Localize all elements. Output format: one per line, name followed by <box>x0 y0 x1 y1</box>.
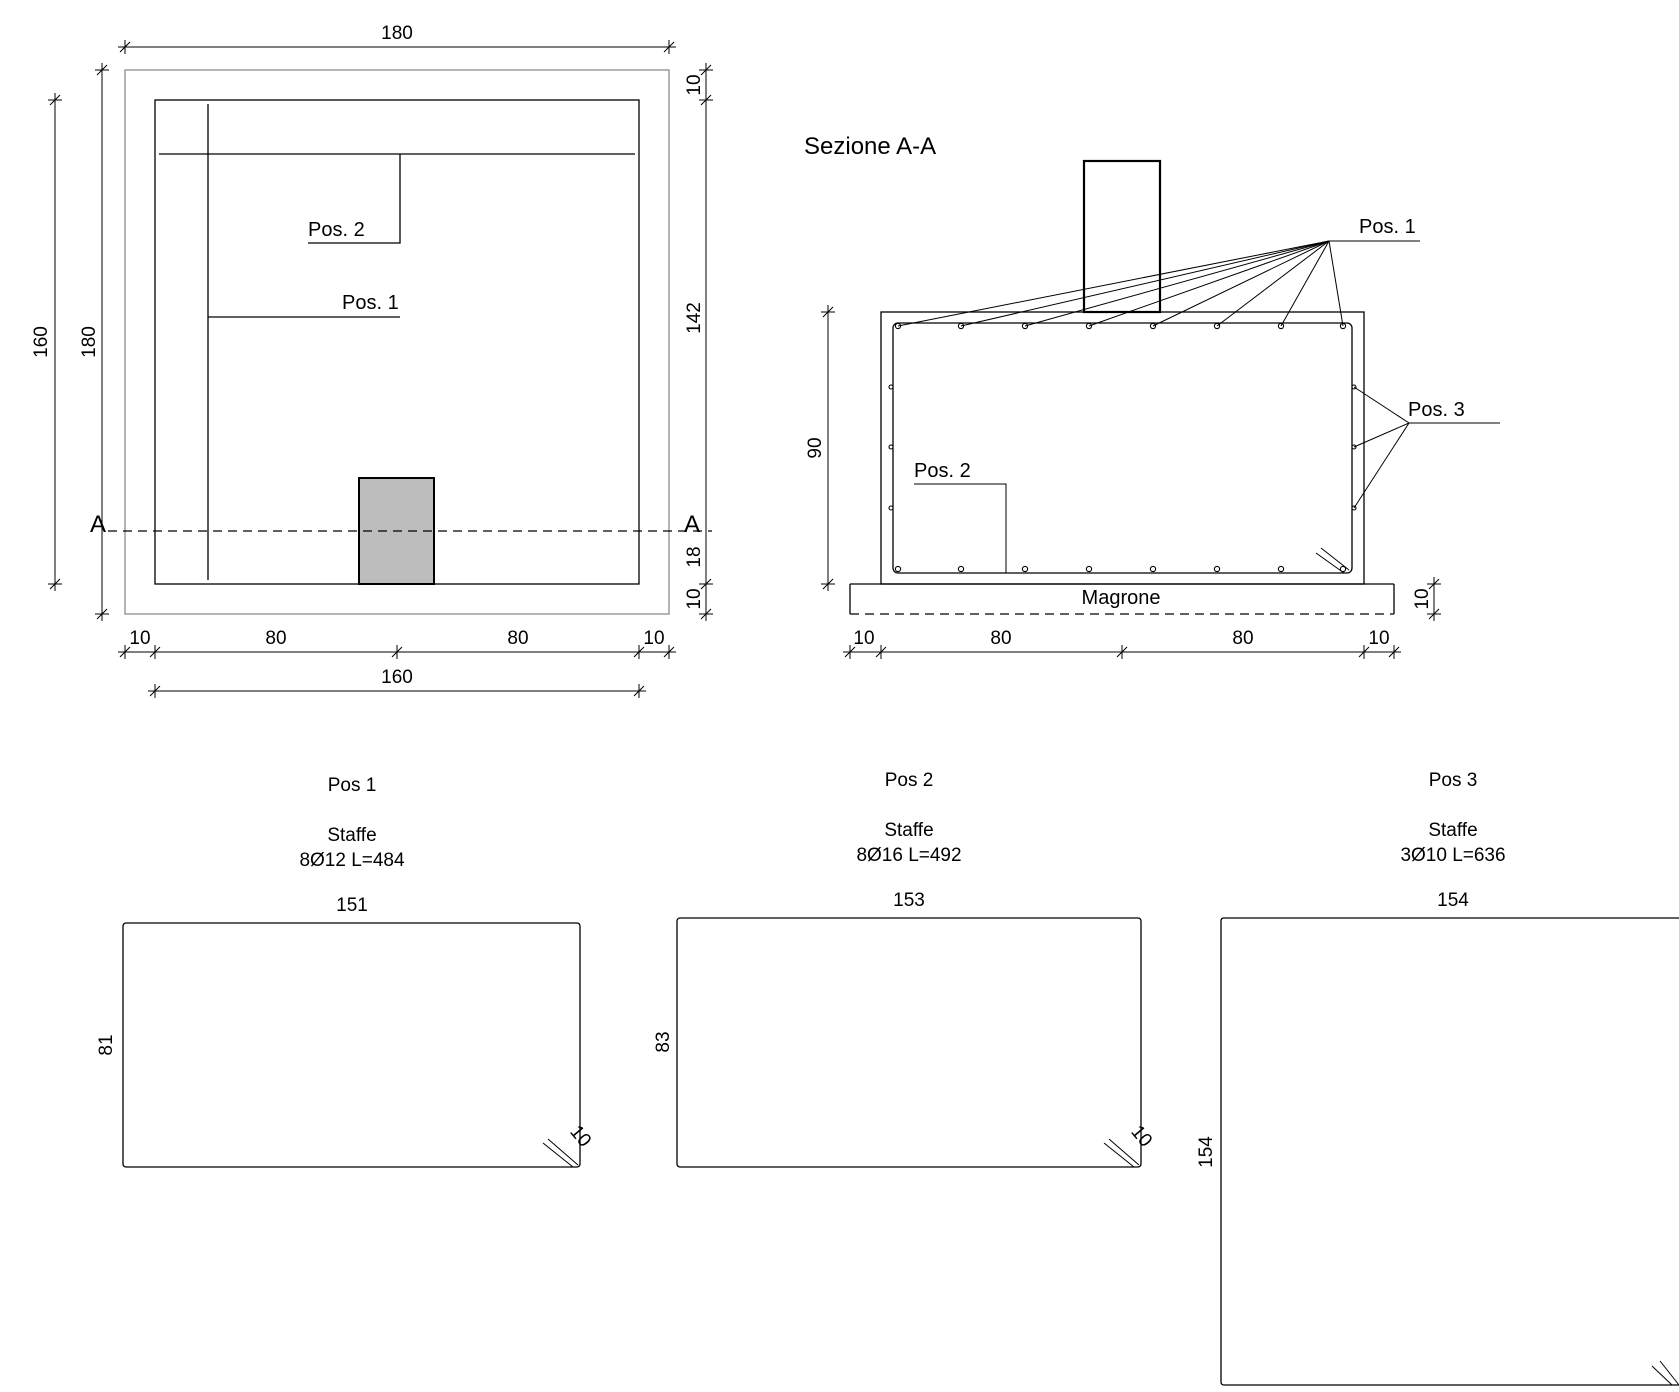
section-pos2-leader <box>914 483 1007 573</box>
plan-dim-left-inner: 180 <box>79 63 109 621</box>
plan-dim-bottom-80-left: 80 <box>265 628 286 649</box>
plan-dim-top: 180 <box>118 23 676 54</box>
plan-dim-top-text: 180 <box>381 23 413 44</box>
section-side-bar <box>888 505 894 511</box>
section-bottom-bar <box>1021 565 1029 573</box>
schedule-pos3-title: Pos 3 <box>1429 770 1478 791</box>
schedule-pos2: Pos 2 Staffe 8Ø16 L=492 153 83 10 <box>653 770 1156 1168</box>
schedule-pos1-type: Staffe <box>327 825 376 846</box>
plan-pos2-label: Pos. 2 <box>308 219 365 241</box>
schedule-pos1: Pos 1 Staffe 8Ø12 L=484 151 81 10 <box>96 775 595 1168</box>
schedule-pos3-shape <box>1220 917 1679 1386</box>
section-side-bars <box>888 384 1357 511</box>
section-pos3-leaders <box>1353 386 1500 509</box>
schedule-pos1-spec: 8Ø12 L=484 <box>299 850 405 871</box>
section-footing <box>880 311 1365 585</box>
schedule-pos1-hook-a <box>547 1138 579 1166</box>
section-bottom-bar <box>1149 565 1157 573</box>
section-stirrup <box>892 322 1353 574</box>
plan-dim-bottom-80-right: 80 <box>507 628 528 649</box>
section-column <box>1082 159 1162 314</box>
plan-dim-left-inner-text: 180 <box>79 326 100 358</box>
section-dim-bottom-80-left: 80 <box>990 628 1011 649</box>
schedule-pos2-type: Staffe <box>884 820 933 841</box>
plan-dim-right-top-text: 10 <box>684 74 705 95</box>
plan-outer-outline <box>124 69 670 615</box>
plan-view: Pos. 2 Pos. 1 A A 180 160 <box>31 23 713 698</box>
schedule-pos3-spec: 3Ø10 L=636 <box>1400 845 1505 866</box>
section-side-bar <box>888 444 894 450</box>
plan-section-marker-left: A <box>90 511 106 538</box>
schedule-pos3-width: 154 <box>1437 890 1469 911</box>
section-dim-bottom-10-right: 10 <box>1368 628 1389 649</box>
plan-dim-right-bottom-text: 10 <box>684 588 705 609</box>
section-dim-height-text: 90 <box>805 437 826 458</box>
section-bottom-bar <box>1213 565 1221 573</box>
section-dim-magrone: 10 <box>1412 577 1441 621</box>
section-bottom-bar <box>894 565 902 573</box>
schedule-pos3-hook-b <box>1651 1365 1673 1386</box>
section-pos1-label: Pos. 1 <box>1359 216 1416 238</box>
schedule-pos1-height: 81 <box>96 1034 117 1055</box>
schedule-pos2-height: 83 <box>653 1031 674 1052</box>
section-pos2-label: Pos. 2 <box>914 460 971 482</box>
plan-dim-left-outer-text: 160 <box>31 326 52 358</box>
schedule-pos3: Pos 3 Staffe 3Ø10 L=636 154 154 <box>1196 770 1679 1386</box>
schedule-pos2-title: Pos 2 <box>885 770 934 791</box>
section-dim-bottom-10-left: 10 <box>853 628 874 649</box>
section-dim-height: 90 <box>805 305 835 591</box>
plan-dim-right: 10 142 18 10 <box>684 63 713 621</box>
plan-dim-bottom-total: 160 <box>148 667 646 698</box>
plan-pos1-label: Pos. 1 <box>342 292 399 314</box>
section-pos1-leaders <box>897 240 1420 327</box>
section-magrone-label: Magrone <box>1082 587 1161 609</box>
section-bottom-bar <box>1085 565 1093 573</box>
schedule-pos2-hook: 10 <box>1126 1122 1156 1152</box>
schedule-pos3-hook-a <box>1659 1360 1679 1386</box>
schedule-pos2-hook-b <box>1103 1142 1135 1168</box>
section-dim-bottom-80-right: 80 <box>1232 628 1253 649</box>
section-stirrup-hook-b <box>1315 552 1345 574</box>
section-view: Sezione A-A <box>804 133 1500 659</box>
section-bottom-bars <box>894 565 1347 573</box>
schedule-pos3-type: Staffe <box>1428 820 1477 841</box>
schedule-pos1-title: Pos 1 <box>328 775 377 796</box>
section-bottom-bar <box>1277 565 1285 573</box>
schedule-pos1-width: 151 <box>336 895 368 916</box>
plan-dim-left-outer: 160 <box>31 93 62 591</box>
plan-section-marker-right: A <box>684 511 700 538</box>
schedule-pos3-height: 154 <box>1196 1136 1217 1168</box>
schedule-pos2-width: 153 <box>893 890 925 911</box>
section-pos3-label: Pos. 3 <box>1408 399 1465 421</box>
plan-dim-bottom-10-right: 10 <box>643 628 664 649</box>
plan-dim-right-18-text: 18 <box>684 546 705 567</box>
schedule-pos2-shape <box>676 917 1142 1168</box>
schedule-pos2-hook-a <box>1108 1138 1140 1166</box>
section-bottom-bar <box>1339 565 1347 573</box>
plan-dim-bottom-chain: 10 80 80 10 <box>118 628 676 659</box>
plan-dim-right-mid-text: 142 <box>684 302 705 334</box>
plan-pos2-leader <box>308 154 401 244</box>
plan-dim-bottom-10-left: 10 <box>129 628 150 649</box>
schedule-pos1-hook: 10 <box>565 1122 595 1152</box>
section-bottom-bar <box>957 565 965 573</box>
section-dim-bottom-chain: 10 80 80 10 <box>843 628 1401 659</box>
schedule-pos2-spec: 8Ø16 L=492 <box>856 845 961 866</box>
section-dim-magrone-text: 10 <box>1412 588 1433 609</box>
schedule-pos1-shape <box>122 922 581 1168</box>
plan-dim-bottom-total-text: 160 <box>381 667 413 688</box>
section-title: Sezione A-A <box>804 133 936 160</box>
schedule-pos1-hook-b <box>542 1142 574 1168</box>
section-side-bar <box>888 384 894 390</box>
